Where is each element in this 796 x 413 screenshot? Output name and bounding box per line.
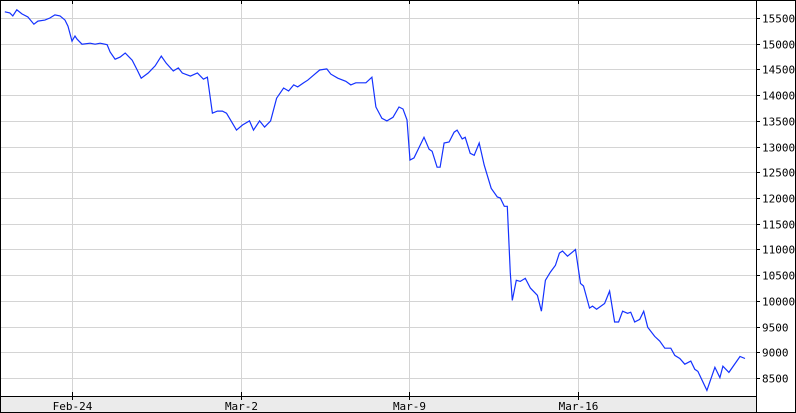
- y-tick-label: 11500: [762, 219, 795, 232]
- gridlines: [1, 0, 756, 396]
- y-tick-label: 15500: [762, 13, 795, 26]
- x-tick-labels: Feb-24 Mar-2 Mar-9 Mar-16: [53, 400, 599, 413]
- x-tick-label: Mar-9: [393, 400, 426, 413]
- x-axis-band: [1, 396, 756, 412]
- y-tick-label: 9000: [762, 347, 789, 360]
- y-tick-label: 13500: [762, 116, 795, 129]
- y-tick-label: 10000: [762, 296, 795, 309]
- y-tick-label: 13000: [762, 142, 795, 155]
- x-tick-label: Feb-24: [53, 400, 93, 413]
- y-tick-label: 9500: [762, 322, 789, 335]
- y-tick-label: 8500: [762, 373, 789, 386]
- y-tick-label: 15000: [762, 39, 795, 52]
- y-tick-label: 12500: [762, 167, 795, 180]
- y-tick-label: 11000: [762, 244, 795, 257]
- x-tick-label: Mar-2: [225, 400, 258, 413]
- y-tick-label: 12000: [762, 193, 795, 206]
- y-tick-label: 10500: [762, 270, 795, 283]
- series-line: [4, 8, 746, 392]
- y-tick-label: 14500: [762, 64, 795, 77]
- y-tick-labels: 8500 9000 9500 10000 10500 11000 11500 12000 125…: [762, 13, 795, 386]
- y-tick-label: 14000: [762, 90, 795, 103]
- x-tick-label: Mar-16: [559, 400, 599, 413]
